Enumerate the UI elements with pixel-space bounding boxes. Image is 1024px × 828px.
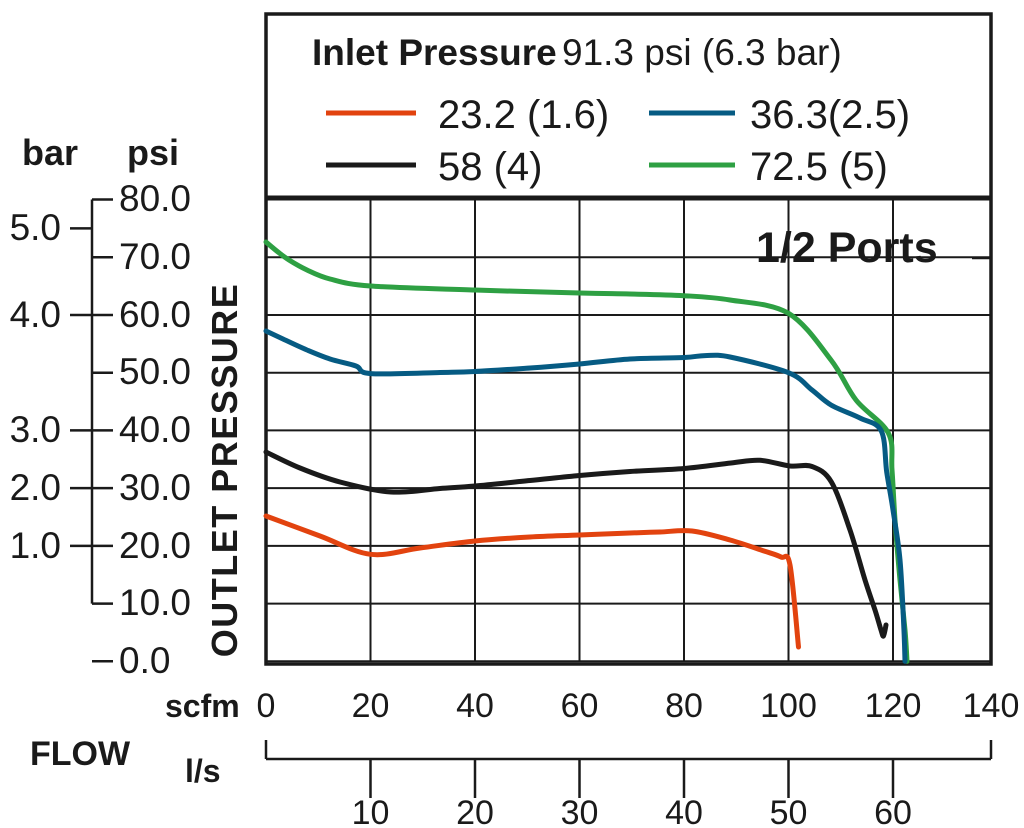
- svg-text:10.0: 10.0: [119, 582, 191, 623]
- svg-text:1.0: 1.0: [10, 525, 61, 566]
- svg-text:OUTLET PRESSURE: OUTLET PRESSURE: [204, 283, 245, 658]
- svg-text:120: 120: [865, 687, 922, 725]
- svg-text:60.0: 60.0: [119, 294, 191, 335]
- svg-text:140: 140: [963, 687, 1020, 725]
- svg-text:50: 50: [770, 794, 808, 828]
- svg-text:10: 10: [352, 794, 390, 828]
- svg-text:100: 100: [760, 687, 817, 725]
- svg-text:58 (4): 58 (4): [438, 145, 543, 189]
- svg-text:l/s: l/s: [185, 753, 221, 789]
- svg-text:23.2 (1.6): 23.2 (1.6): [438, 93, 609, 137]
- svg-text:40: 40: [456, 687, 494, 725]
- svg-text:1/2 Ports: 1/2 Ports: [756, 224, 938, 272]
- svg-text:91.3 psi (6.3 bar): 91.3 psi (6.3 bar): [562, 32, 842, 73]
- svg-text:70.0: 70.0: [119, 236, 191, 277]
- svg-text:80: 80: [665, 687, 703, 725]
- svg-text:4.0: 4.0: [10, 294, 61, 335]
- svg-text:20: 20: [352, 687, 390, 725]
- svg-text:3.0: 3.0: [10, 409, 61, 450]
- svg-text:5.0: 5.0: [10, 207, 61, 248]
- svg-text:40: 40: [665, 794, 703, 828]
- svg-text:80.0: 80.0: [119, 178, 191, 219]
- svg-text:72.5 (5): 72.5 (5): [750, 145, 888, 189]
- svg-text:bar: bar: [22, 132, 78, 173]
- svg-text:36.3(2.5): 36.3(2.5): [750, 93, 910, 137]
- svg-text:FLOW: FLOW: [30, 735, 131, 773]
- svg-text:psi: psi: [127, 132, 179, 173]
- svg-text:0.0: 0.0: [119, 640, 170, 681]
- svg-text:50.0: 50.0: [119, 351, 191, 392]
- svg-text:0: 0: [257, 687, 276, 725]
- svg-text:60: 60: [874, 794, 912, 828]
- svg-text:40.0: 40.0: [119, 409, 191, 450]
- svg-text:20.0: 20.0: [119, 525, 191, 566]
- svg-text:60: 60: [561, 687, 599, 725]
- svg-text:2.0: 2.0: [10, 467, 61, 508]
- svg-text:20: 20: [456, 794, 494, 828]
- svg-text:30.0: 30.0: [119, 467, 191, 508]
- svg-text:Inlet Pressure: Inlet Pressure: [312, 32, 557, 73]
- svg-text:scfm: scfm: [165, 688, 240, 724]
- svg-text:30: 30: [561, 794, 599, 828]
